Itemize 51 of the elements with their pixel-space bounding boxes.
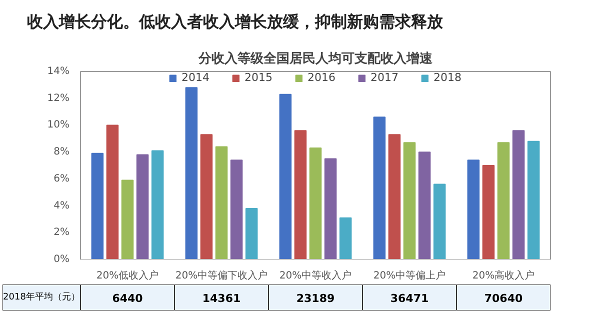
- bar: [185, 87, 198, 260]
- bar: [294, 130, 307, 260]
- bar: [418, 152, 431, 260]
- chart-subtitle: 分收入等级全国居民人均可支配收入增速: [198, 50, 434, 66]
- bar: [245, 208, 258, 260]
- text: 23189: [296, 292, 335, 305]
- bar: [467, 160, 480, 260]
- y-tick-label: 6%: [54, 173, 70, 184]
- x-tick-label: 20%高收入户: [472, 270, 535, 282]
- bar: [230, 160, 243, 260]
- text: 14361: [202, 292, 241, 305]
- bar: [433, 184, 446, 260]
- legend-label: 2018: [434, 71, 462, 84]
- legend-label: 2016: [308, 71, 336, 84]
- bar: [512, 130, 525, 260]
- bar: [279, 94, 292, 260]
- bar: [482, 165, 495, 260]
- x-tick-label: 20%中等收入户: [279, 270, 352, 282]
- text: 70640: [484, 292, 523, 305]
- x-tick-label: 20%中等偏上户: [373, 270, 446, 282]
- y-tick-label: 12%: [47, 92, 70, 104]
- bar: [106, 124, 119, 260]
- bar: [91, 152, 104, 260]
- y-tick-label: 0%: [54, 254, 70, 265]
- x-tick-label: 20%中等偏下收入户: [175, 270, 268, 282]
- bar: [388, 134, 401, 260]
- text: 36471: [390, 292, 429, 305]
- bar: [339, 217, 352, 260]
- bar: [403, 142, 416, 260]
- bar: [373, 116, 386, 260]
- bar: [497, 142, 510, 260]
- text: 2018年平均（元）: [3, 292, 80, 302]
- legend-label: 2014: [182, 71, 210, 84]
- bar: [527, 140, 540, 260]
- bar: [151, 150, 164, 260]
- legend-label: 2015: [244, 71, 272, 84]
- y-tick-label: 10%: [47, 120, 70, 131]
- chart-title: 收入增长分化。低收入者收入增长放缓，抑制新购需求释放: [27, 11, 443, 33]
- y-tick-label: 8%: [54, 146, 70, 158]
- y-tick-label: 14%: [47, 66, 70, 77]
- bar: [200, 134, 213, 260]
- bar: [324, 158, 337, 260]
- bar: [309, 148, 322, 260]
- y-tick-label: 2%: [54, 227, 70, 238]
- x-tick-label: 20%低收入户: [96, 270, 159, 282]
- bar: [215, 146, 228, 260]
- text: 6440: [112, 292, 144, 305]
- bar: [136, 154, 149, 260]
- bar: [121, 180, 134, 260]
- legend-label: 2017: [370, 71, 398, 84]
- y-tick-label: 4%: [54, 200, 70, 212]
